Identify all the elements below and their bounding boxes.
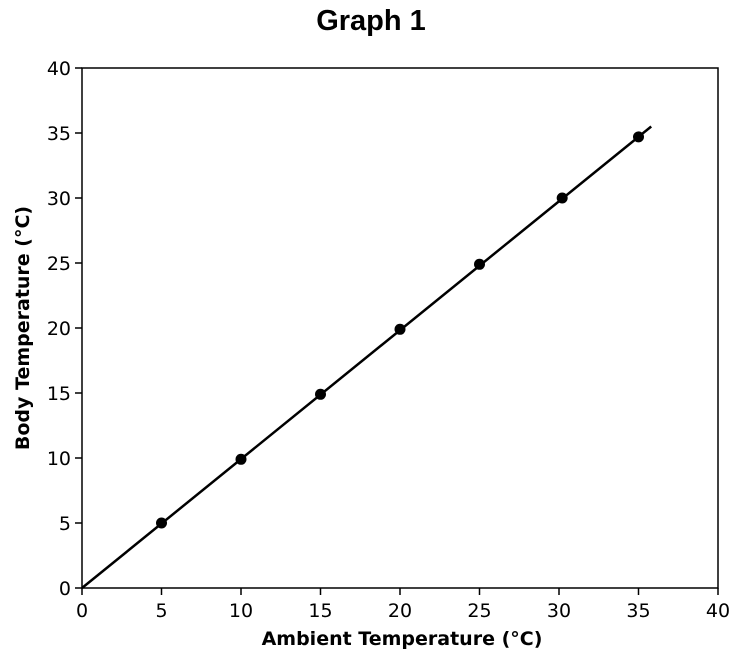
data-point	[235, 453, 247, 465]
x-tick-label: 40	[706, 600, 730, 622]
x-tick-label: 5	[155, 600, 167, 622]
x-tick-label: 0	[76, 600, 88, 622]
plot-area: 0 5 10 15 20 25 30 35 40 0 5 10 15 20 25 30 35 40	[47, 58, 730, 622]
x-tick-label: 30	[547, 600, 571, 622]
y-tick-label: 0	[59, 578, 71, 600]
x-axis-label: Ambient Temperature (°C)	[262, 628, 543, 650]
y-tick-label: 10	[47, 448, 71, 470]
trend-line	[81, 125, 653, 589]
y-tick-label: 35	[47, 123, 71, 145]
y-tick-label: 5	[59, 513, 71, 535]
x-tick-label: 10	[229, 600, 253, 622]
x-tick-label: 20	[388, 600, 412, 622]
y-tick-label: 40	[47, 58, 71, 80]
data-point	[156, 517, 167, 529]
y-tick-label: 20	[47, 318, 71, 340]
x-tick-label: 35	[626, 600, 650, 622]
y-tick-label: 15	[47, 383, 71, 405]
x-tick-label: 25	[467, 600, 491, 622]
x-tick-label: 15	[308, 600, 332, 622]
data-point	[474, 258, 485, 270]
y-tick-label: 25	[47, 253, 71, 275]
chart-title: Graph 1	[316, 5, 426, 37]
data-point	[315, 388, 326, 400]
data-point	[394, 323, 406, 335]
y-tick-label: 30	[47, 188, 71, 210]
y-axis-label: Body Temperature (°C)	[12, 206, 34, 450]
data-point	[633, 131, 644, 143]
data-point	[556, 192, 568, 204]
